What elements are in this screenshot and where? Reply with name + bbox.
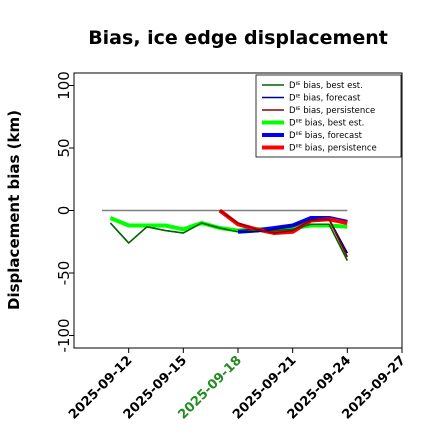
legend: Dᴵᴱ bias, best est. Dᴵᴱ bias, forecast Dᴵᴱ… — [255, 74, 402, 158]
legend-label-1: Dᴵᴱ bias, best est. — [289, 81, 363, 91]
series-line-overlay-1 — [109, 222, 348, 261]
y-tick-label: -100 — [55, 318, 73, 352]
legend-box — [255, 74, 402, 158]
legend-label-3: Dᴵᴱ bias, persistence — [289, 106, 375, 116]
y-tick-label: 0 — [55, 206, 73, 216]
legend-label-6: Dᴵᴵᴱ bias, persistence — [289, 144, 377, 154]
y-tick-label: -50 — [55, 261, 73, 286]
chart-title: Bias, ice edge displacement — [88, 27, 388, 49]
y-tick-label: 100 — [55, 71, 73, 100]
legend-label-5: Dᴵᴵᴱ bias, forecast — [289, 131, 363, 141]
series-line-overlay-3 — [219, 209, 348, 258]
legend-label-2: Dᴵᴱ bias, forecast — [289, 94, 361, 104]
y-axis-label: Displacement bias (km) — [5, 110, 23, 310]
y-tick-label: 50 — [55, 138, 73, 157]
legend-label-4: Dᴵᴵᴱ bias, best est. — [289, 119, 364, 129]
